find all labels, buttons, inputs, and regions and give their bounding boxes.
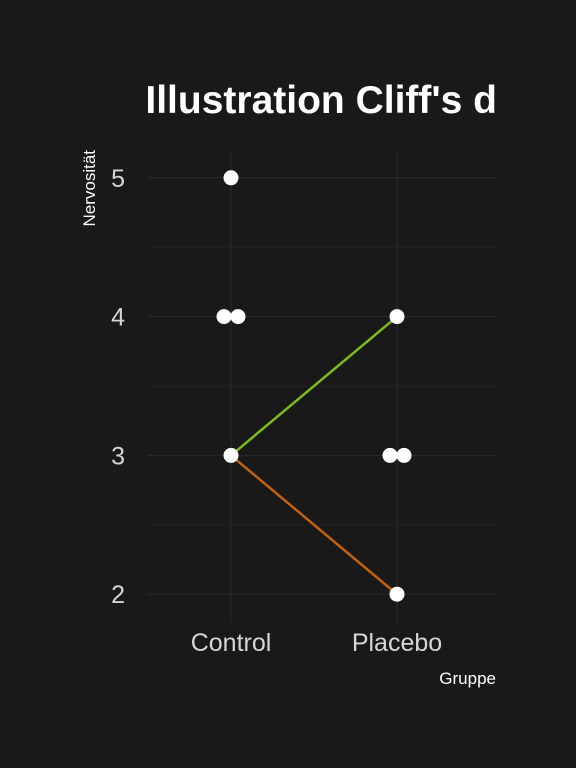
x-axis-label: Gruppe [439,669,496,688]
y-tick-label: 3 [111,442,125,470]
data-point [389,309,405,325]
y-tick-label: 5 [111,165,125,193]
x-tick-label: Control [191,629,272,657]
y-tick-label: 2 [111,581,125,609]
data-point [396,447,412,463]
comparison-lines [230,315,398,596]
comparison-line-2 [230,454,398,596]
data-point [216,309,232,325]
y-axis-label: Nervosität [80,150,99,227]
y-tick-label: 4 [111,304,125,332]
grid [148,150,496,622]
axes: 2 3 4 5 Control Placebo [111,165,442,657]
comparison-line-1 [230,315,398,457]
data-point [230,309,246,325]
chart-title: Illustration Cliff's d [145,79,497,122]
data-points [216,170,412,602]
data-point [223,447,239,463]
data-point [382,447,398,463]
data-point [223,170,239,186]
x-tick-label: Placebo [352,629,442,657]
data-point [389,586,405,602]
